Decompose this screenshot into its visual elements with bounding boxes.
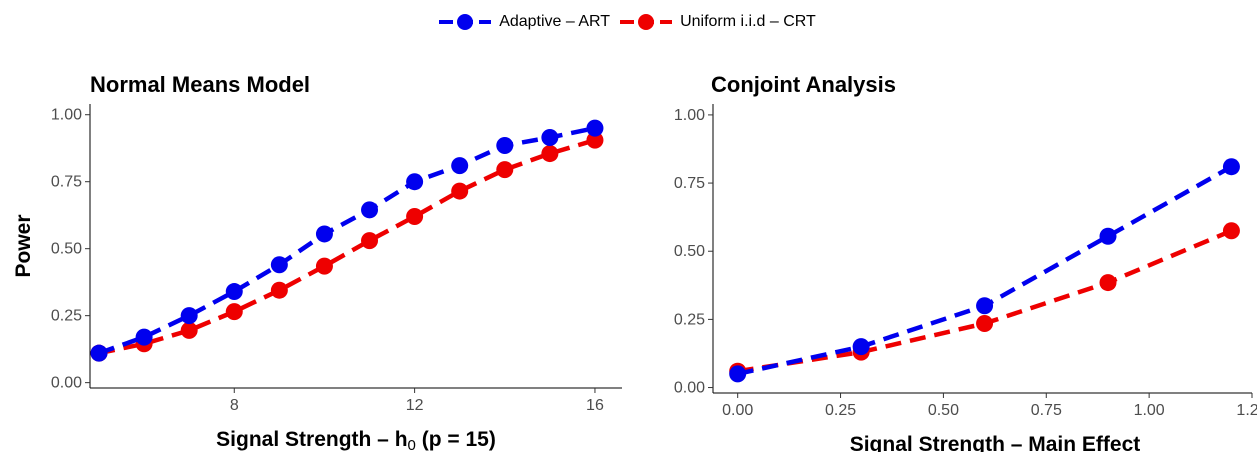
data-point-adaptive (541, 128, 559, 146)
data-point-uniform (361, 232, 379, 250)
data-point-adaptive (406, 173, 424, 191)
x-tick-label: 0.25 (825, 402, 856, 419)
data-point-adaptive (1099, 227, 1117, 245)
x-tick-label: 16 (586, 397, 604, 414)
data-point-uniform (1222, 222, 1240, 240)
data-point-adaptive (496, 137, 514, 155)
data-point-uniform (315, 257, 333, 275)
data-point-uniform (586, 131, 604, 149)
legend-item-uniform: Uniform i.i.d – CRT (618, 12, 816, 32)
data-point-uniform (541, 145, 559, 163)
data-point-uniform (225, 303, 243, 321)
y-tick-label: 1.00 (674, 107, 705, 124)
legend-item-adaptive: Adaptive – ART (437, 12, 610, 32)
data-point-adaptive (852, 338, 870, 356)
data-point-adaptive (90, 344, 108, 362)
legend-key-adaptive (437, 12, 493, 32)
x-tick-label: 1.25 (1236, 402, 1257, 419)
legend-label-uniform: Uniform i.i.d – CRT (680, 13, 816, 30)
data-point-uniform (180, 321, 198, 339)
data-point-adaptive (225, 283, 243, 301)
data-point-uniform (406, 208, 424, 226)
data-point-adaptive (135, 328, 153, 346)
series-line-adaptive (737, 164, 1233, 377)
legend-key-uniform (618, 12, 674, 32)
chart-panel-2: 0.00 0.25 0.50 0.75 1.00 0.00 0.25 0.50 0.75 1.00… (674, 72, 1257, 452)
y-tick-label: 0.00 (51, 375, 82, 392)
data-point-uniform (496, 161, 514, 179)
data-point-adaptive (180, 307, 198, 325)
data-point-adaptive (729, 365, 747, 383)
data-point-adaptive (315, 225, 333, 243)
x-tick-label: 0.50 (928, 402, 959, 419)
chart-title: Conjoint Analysis (711, 72, 896, 97)
y-tick-label: 0.00 (674, 380, 705, 397)
data-point-adaptive (361, 201, 379, 219)
x-tick-label: 8 (230, 397, 239, 414)
data-point-uniform (1099, 274, 1117, 292)
y-tick-label: 0.50 (51, 241, 82, 258)
y-tick-label: 0.25 (51, 308, 82, 325)
chart-title: Normal Means Model (90, 72, 310, 97)
y-tick-label: 0.75 (51, 174, 82, 191)
data-point-uniform (270, 281, 288, 299)
x-tick-label: 0.00 (722, 402, 753, 419)
x-tick-label: 12 (406, 397, 424, 414)
x-axis-label: Signal Strength – h0 (p = 15) (216, 428, 496, 452)
data-point-adaptive (586, 119, 604, 137)
data-point-adaptive (270, 256, 288, 274)
legend-label-adaptive: Adaptive – ART (499, 13, 611, 30)
data-point-adaptive (1222, 158, 1240, 176)
x-tick-label: 0.75 (1031, 402, 1062, 419)
data-point-uniform (976, 314, 994, 332)
legend: Adaptive – ART Uniform i.i.d – CRT (0, 8, 1257, 36)
data-point-uniform (451, 182, 469, 200)
y-tick-label: 0.75 (674, 175, 705, 192)
y-tick-label: 0.25 (674, 311, 705, 328)
data-point-adaptive (451, 157, 469, 175)
x-tick-label: 1.00 (1134, 402, 1165, 419)
y-tick-label: 1.00 (51, 107, 82, 124)
y-axis-label: Power (12, 214, 35, 277)
y-tick-label: 0.50 (674, 243, 705, 260)
data-point-adaptive (976, 297, 994, 315)
chart-panel-1: 0.00 0.25 0.50 0.75 1.00 8 12 16 Normal Means Mo… (12, 72, 622, 452)
x-axis-label: Signal Strength – Main Effect (850, 433, 1141, 452)
